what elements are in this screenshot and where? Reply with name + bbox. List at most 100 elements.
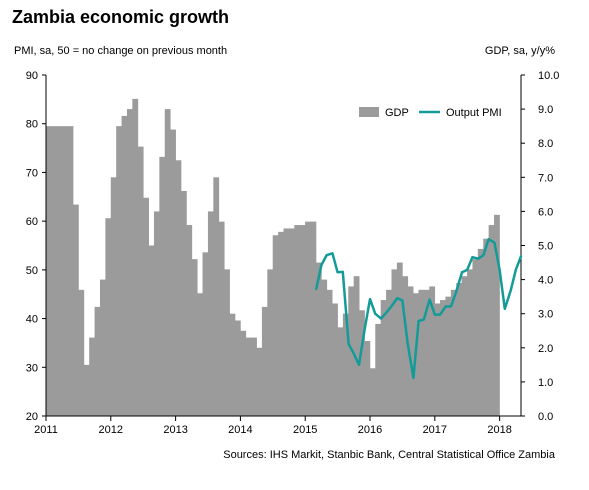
gdp-bar (94, 306, 101, 416)
gdp-bar (202, 252, 209, 416)
x-tick-label: 2014 (228, 424, 252, 436)
left-tick-label: 90 (26, 70, 38, 82)
gdp-bar (467, 269, 473, 416)
gdp-bar (164, 109, 171, 416)
gdp-bar (261, 306, 268, 416)
gdp-bar (143, 197, 149, 416)
right-tick-label: 10.0 (538, 70, 559, 82)
x-tick-label: 2013 (163, 424, 187, 436)
gdp-bar (67, 126, 74, 417)
gdp-bar (364, 340, 371, 416)
left-axis-label: PMI, sa, 50 = no change on previous mont… (14, 45, 228, 57)
right-tick-label: 3.0 (538, 309, 553, 321)
gdp-bar (483, 238, 490, 416)
pmi-line (314, 237, 523, 380)
gdp-bar (218, 221, 225, 416)
gdp-bar (310, 221, 317, 416)
x-tick-label: 2012 (99, 424, 123, 436)
gdp-bar (207, 211, 214, 416)
left-tick-label: 40 (26, 314, 38, 326)
gdp-bar (110, 177, 117, 416)
left-tick-label: 70 (26, 167, 38, 179)
gdp-bar (477, 248, 484, 416)
chart-title: Zambia economic growth (12, 7, 230, 27)
gdp-bar (391, 269, 398, 416)
gdp-bar (326, 289, 333, 416)
left-tick-label: 50 (26, 265, 38, 277)
gdp-bar (213, 177, 220, 416)
legend-gdp-label: GDP (385, 107, 409, 119)
gdp-bar (445, 296, 452, 416)
gdp-bar (402, 276, 409, 416)
gdp-bar (396, 262, 403, 416)
gdp-bar (245, 337, 252, 416)
gdp-bar (159, 156, 166, 416)
gdp-bar (105, 218, 112, 416)
gdp-bar (62, 126, 68, 417)
gdp-bar (46, 126, 52, 417)
x-tick-label: 2016 (358, 424, 382, 436)
gdp-bar (148, 245, 155, 416)
gdp-bar (191, 259, 198, 416)
gdp-bars (46, 98, 500, 417)
gdp-bar (288, 228, 295, 416)
gdp-bar (121, 115, 128, 417)
gdp-bar (321, 279, 328, 416)
gdp-bar (197, 293, 203, 416)
gdp-bar (170, 129, 176, 416)
right-tick-label: 4.0 (538, 275, 553, 287)
gdp-bar (407, 286, 414, 416)
x-tick-label: 2011 (34, 424, 58, 436)
gdp-bar (186, 225, 193, 416)
gdp-bar (153, 211, 160, 416)
left-tick-label: 20 (26, 411, 38, 423)
gdp-bar (386, 289, 392, 416)
gdp-bar (450, 289, 457, 416)
legend-gdp-swatch (359, 107, 379, 117)
gdp-bar (83, 364, 90, 416)
gdp-bar (472, 259, 479, 416)
gdp-bar (305, 221, 311, 416)
gdp-bar (175, 160, 182, 416)
gdp-bar (78, 289, 85, 416)
gdp-bar (294, 225, 301, 416)
gdp-bar (332, 303, 338, 416)
legend: GDP Output PMI (359, 107, 502, 119)
gdp-bar (315, 262, 322, 416)
right-tick-label: 8.0 (538, 138, 553, 150)
gdp-bar (342, 313, 349, 416)
gdp-bar (224, 269, 230, 416)
gdp-bar (137, 146, 144, 417)
gdp-bar (494, 214, 500, 416)
left-tick-label: 80 (26, 119, 38, 131)
gdp-bar (251, 337, 257, 416)
gdp-bar (488, 225, 495, 416)
right-tick-label: 5.0 (538, 241, 553, 253)
right-tick-label: 0.0 (538, 411, 553, 423)
legend-pmi-label: Output PMI (446, 107, 502, 119)
right-tick-label: 9.0 (538, 104, 553, 116)
right-tick-label: 1.0 (538, 377, 553, 389)
gdp-bar (359, 310, 365, 416)
gdp-bar (180, 190, 187, 416)
left-tick-label: 60 (26, 216, 38, 228)
gdp-bar (418, 289, 425, 416)
gdp-bar (89, 337, 95, 416)
gdp-bar (256, 347, 263, 416)
gdp-bar (369, 368, 376, 416)
gdp-bar (116, 126, 122, 417)
pmi-series-line (314, 237, 523, 380)
x-tick-label: 2015 (293, 424, 317, 436)
gdp-bar (126, 109, 133, 416)
gdp-bar (278, 231, 284, 416)
gdp-bar (51, 126, 58, 417)
gdp-bar (56, 126, 63, 417)
gdp-bar (283, 228, 290, 416)
gdp-bar (234, 320, 241, 416)
gdp-bar (380, 300, 387, 416)
right-tick-label: 6.0 (538, 206, 553, 218)
gdp-bar (72, 204, 79, 416)
gdp-bar (299, 225, 306, 416)
gdp-bar (429, 286, 436, 416)
